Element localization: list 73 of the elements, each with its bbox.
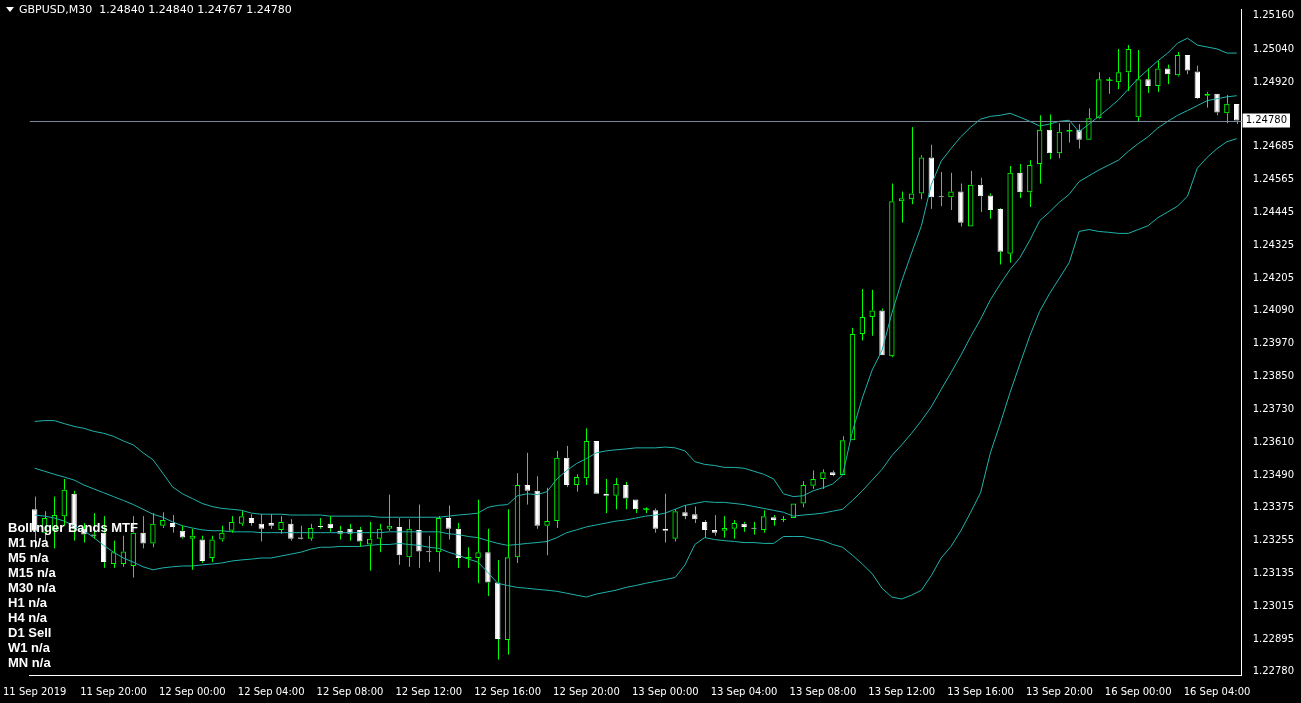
candlestick: [169, 514, 176, 534]
candlestick: [199, 535, 205, 564]
annotation: M5 n/a: [8, 550, 49, 565]
y-tick-label: 1.23490: [1252, 469, 1295, 481]
y-tick-label: 1.22780: [1252, 664, 1295, 676]
y-tick-label: 1.23970: [1252, 337, 1295, 349]
annotation: M15 n/a: [8, 565, 56, 580]
x-tick-label: 16 Sep 00:00: [1104, 685, 1172, 697]
y-tick-label: 1.24205: [1252, 272, 1295, 284]
x-tick-label: 13 Sep 00:00: [631, 685, 699, 697]
candlestick: [1017, 163, 1023, 199]
x-tick-label: 16 Sep 04:00: [1183, 685, 1251, 697]
candlestick: [623, 481, 629, 510]
x-tick-label: 11 Sep 2019: [3, 685, 67, 697]
y-tick-label: 1.23610: [1252, 436, 1295, 448]
candlestick: [958, 183, 964, 227]
y-tick-label: 1.23135: [1252, 567, 1295, 578]
candlestick: [248, 513, 255, 527]
x-tick-label: 13 Sep 04:00: [710, 685, 778, 697]
candlestick: [1165, 64, 1171, 85]
candlestick: [987, 192, 994, 220]
annotation: MN n/a: [8, 655, 51, 670]
x-tick-label: 12 Sep 16:00: [474, 685, 541, 697]
x-tick-label: 13 Sep 20:00: [1026, 685, 1093, 697]
candlestick: [1145, 67, 1151, 94]
y-tick-label: 1.24565: [1252, 173, 1295, 185]
annotation: H1 n/a: [8, 595, 48, 610]
annotation: D1 Sell: [8, 625, 52, 640]
candlestick: [741, 521, 747, 533]
candlestick: [268, 513, 274, 530]
y-tick-label: 1.23015: [1252, 600, 1295, 612]
candlestick: [357, 526, 363, 547]
y-tick-label: 1.23730: [1252, 403, 1295, 415]
y-tick-label: 1.23255: [1252, 533, 1295, 545]
annotation: W1 n/a: [8, 640, 50, 655]
chart-title: GBPUSD,M30 1.24840 1.24840 1.24767 1.24780: [19, 3, 292, 16]
y-tick-label: 1.24325: [1252, 239, 1295, 251]
y-tick-label: 1.24090: [1252, 304, 1295, 316]
x-tick-label: 13 Sep 16:00: [947, 685, 1014, 697]
x-tick-label: 12 Sep 12:00: [395, 685, 463, 697]
y-tick-label: 1.25160: [1252, 9, 1295, 21]
annotation: H4 n/a: [8, 610, 48, 625]
y-tick-label: 1.24920: [1252, 75, 1295, 87]
candlestick: [485, 528, 491, 597]
candlestick: [830, 469, 836, 476]
y-tick-label: 1.25040: [1252, 42, 1295, 54]
candlestick: [770, 514, 777, 527]
candlestick: [534, 475, 540, 530]
x-tick-label: 12 Sep 04:00: [237, 685, 305, 697]
ref-line-label: 1.24780: [1245, 114, 1288, 126]
y-tick-label: 1.23375: [1252, 500, 1295, 512]
candlestick: [288, 518, 294, 542]
candlestick: [701, 519, 708, 539]
y-tick-label: 1.23850: [1252, 370, 1295, 382]
candlestick: [140, 515, 146, 549]
y-tick-label: 1.22895: [1252, 633, 1295, 645]
x-tick-label: 12 Sep 08:00: [316, 685, 384, 697]
candlestick: [780, 515, 787, 523]
x-tick-label: 12 Sep 00:00: [158, 685, 226, 697]
candlestick: [1076, 123, 1082, 150]
y-tick-label: 1.24685: [1252, 140, 1295, 152]
x-tick-label: 11 Sep 20:00: [80, 685, 147, 697]
candlestick: [692, 506, 698, 524]
candlestick: [711, 514, 718, 537]
candlestick: [445, 504, 452, 541]
annotation: M30 n/a: [8, 580, 56, 595]
candlestick: [682, 504, 688, 520]
candlestick: [258, 513, 265, 542]
x-tick-label: 12 Sep 20:00: [553, 685, 620, 697]
x-tick-label: 13 Sep 08:00: [789, 685, 857, 697]
candlestick: [524, 452, 531, 506]
x-tick-label: 13 Sep 12:00: [868, 685, 936, 697]
y-tick-label: 1.24445: [1252, 206, 1295, 218]
